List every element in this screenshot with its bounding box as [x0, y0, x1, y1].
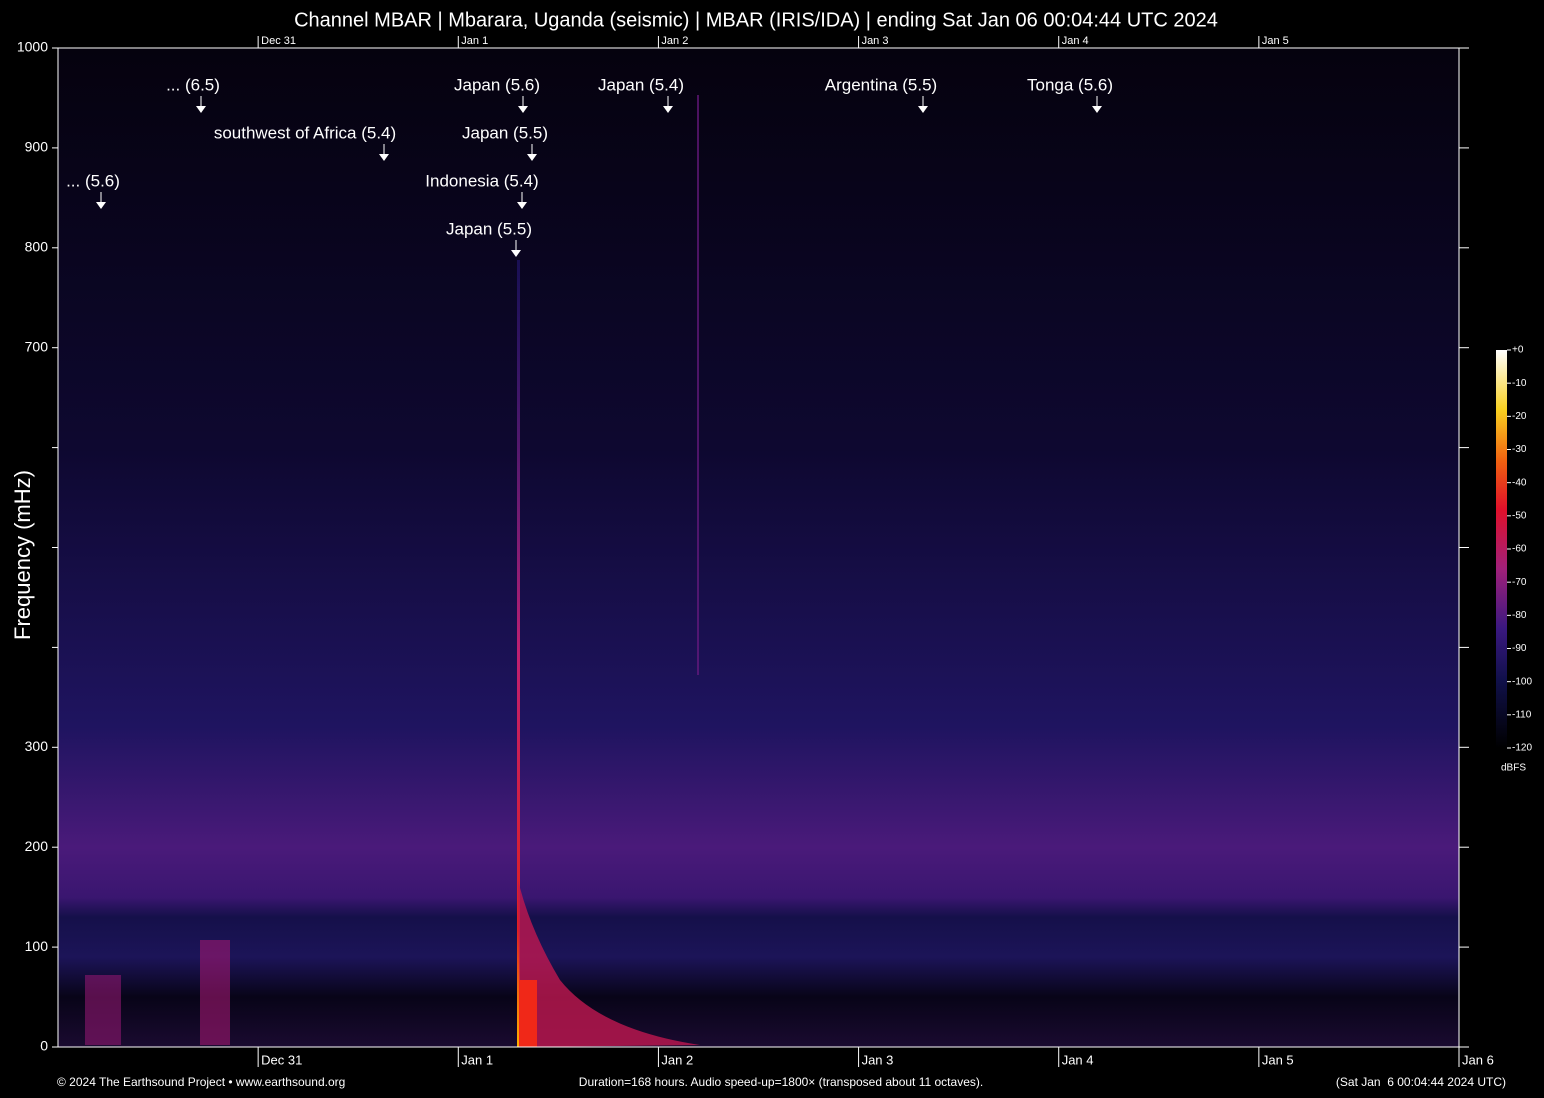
y-tick-label: 800 — [25, 239, 49, 255]
x-tick-label: Jan 1 — [461, 1052, 493, 1067]
annotation: Argentina (5.5) — [825, 75, 937, 94]
annotation: ... (6.5) — [166, 75, 220, 94]
annotation-arrowhead — [511, 250, 521, 257]
colorbar-tick-label: +0 — [1512, 345, 1524, 356]
x-tick-label-top: Jan 1 — [461, 35, 488, 47]
x-tick-label: Jan 2 — [661, 1052, 693, 1067]
annotation: Japan (5.4) — [598, 75, 684, 94]
annotation: southwest of Africa (5.4) — [214, 123, 396, 142]
annotation-arrowhead — [518, 106, 528, 113]
annotation-arrowhead — [379, 154, 389, 161]
x-tick-label: Jan 3 — [862, 1052, 894, 1067]
event-streak — [200, 940, 230, 1045]
x-tick-label: Jan 6 — [1462, 1052, 1494, 1067]
annotation: Japan (5.5) — [446, 219, 532, 238]
colorbar-tick-label: -10 — [1512, 378, 1527, 389]
annotation: Japan (5.5) — [462, 123, 548, 142]
spectrogram — [58, 48, 1459, 1047]
event-core — [519, 980, 537, 1047]
y-tick-label: 700 — [25, 338, 49, 354]
event-streak — [517, 260, 520, 1047]
annotation-arrowhead — [663, 106, 673, 113]
x-tick-label-top: Dec 31 — [261, 35, 296, 47]
colorbar-tick-label: -60 — [1512, 544, 1527, 555]
y-tick-label: 100 — [25, 938, 49, 954]
colorbar-tick-label: -70 — [1512, 577, 1527, 588]
event-coda — [518, 880, 700, 1047]
annotation-arrowhead — [1092, 106, 1102, 113]
annotation: Japan (5.6) — [454, 75, 540, 94]
annotation-arrowhead — [96, 202, 106, 209]
x-tick-label: Jan 4 — [1062, 1052, 1094, 1067]
colorbar-tick-label: -110 — [1512, 709, 1532, 720]
event-streak — [85, 975, 121, 1045]
x-tick-label-top: Jan 4 — [1062, 35, 1089, 47]
annotation-arrowhead — [517, 202, 527, 209]
x-tick-label-top: Jan 3 — [862, 35, 889, 47]
colorbar-tick-label: -20 — [1512, 411, 1527, 422]
annotation-arrowhead — [196, 106, 206, 113]
colorbar — [1496, 350, 1507, 748]
annotation: ... (5.6) — [66, 171, 120, 190]
chart-title: Channel MBAR | Mbarara, Uganda (seismic)… — [294, 9, 1218, 31]
footer-left: © 2024 The Earthsound Project • www.eart… — [57, 1075, 345, 1089]
y-tick-label: 900 — [25, 139, 49, 155]
colorbar-tick-label: -40 — [1512, 477, 1527, 488]
annotation: Tonga (5.6) — [1027, 75, 1113, 94]
colorbar-tick-label: -50 — [1512, 510, 1527, 521]
x-tick-label-top: Jan 2 — [661, 35, 688, 47]
colorbar-tick-label: -30 — [1512, 444, 1527, 455]
annotation-arrowhead — [918, 106, 928, 113]
x-tick-label: Jan 5 — [1262, 1052, 1294, 1067]
annotation: Indonesia (5.4) — [425, 171, 538, 190]
colorbar-tick-label: -90 — [1512, 643, 1527, 654]
spectrogram-background — [58, 48, 1459, 1047]
colorbar-label: dBFS — [1501, 763, 1526, 774]
y-tick-label: 300 — [25, 738, 49, 754]
y-tick-label: 0 — [40, 1038, 48, 1054]
x-tick-label-top: Jan 5 — [1262, 35, 1289, 47]
colorbar-tick-label: -120 — [1512, 743, 1532, 754]
y-tick-label: 200 — [25, 838, 49, 854]
footer-right: (Sat Jan 6 00:04:44 2024 UTC) — [1336, 1075, 1506, 1089]
y-axis-label: Frequency (mHz) — [10, 470, 35, 640]
y-tick-label: 1000 — [17, 39, 48, 55]
event-streak — [697, 95, 699, 675]
colorbar-tick-label: -80 — [1512, 610, 1527, 621]
annotation-arrowhead — [527, 154, 537, 161]
colorbar-tick-label: -100 — [1512, 676, 1532, 687]
x-tick-label: Dec 31 — [261, 1052, 302, 1067]
footer-center: Duration=168 hours. Audio speed-up=1800×… — [579, 1075, 983, 1089]
